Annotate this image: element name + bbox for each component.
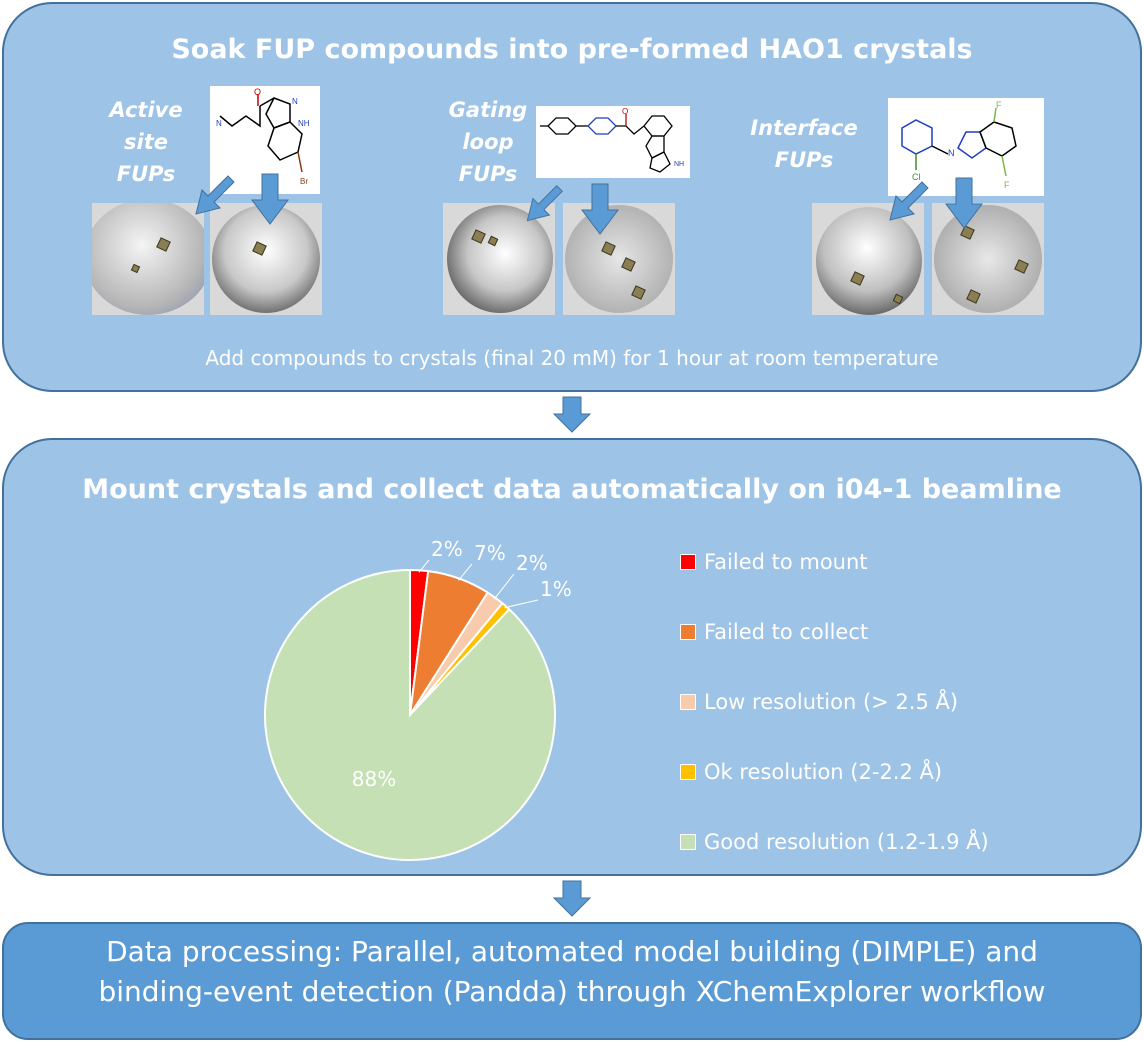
legend-item: Low resolution (> 2.5 Å) — [680, 689, 958, 715]
legend-item: Failed to mount — [680, 549, 868, 575]
data-processing-panel — [2, 922, 1142, 1040]
legend-swatch — [680, 554, 696, 570]
legend-label: Good resolution (1.2-1.9 Å) — [704, 830, 989, 854]
down-arrow-icon — [945, 177, 983, 229]
legend-label: Low resolution (> 2.5 Å) — [704, 690, 959, 714]
svg-text:N: N — [216, 119, 222, 128]
svg-text:Cl: Cl — [912, 172, 921, 182]
legend-item: Good resolution (1.2-1.9 Å) — [680, 829, 989, 855]
data-processing-text: Data processing: Parallel, automated mod… — [20, 932, 1124, 1012]
diagonal-arrow-icon — [889, 181, 929, 221]
data-collection-title: Mount crystals and collect data automati… — [82, 474, 1062, 505]
label-line: Active — [109, 98, 183, 122]
diagonal-arrow-icon — [195, 175, 235, 215]
legend-swatch — [680, 834, 696, 850]
soak-step-title: Soak FUP compounds into pre-formed HAO1 … — [171, 34, 973, 65]
gating-loop-compound-structure: O NH — [536, 106, 690, 178]
crystal-drop-photo — [92, 203, 204, 315]
down-arrow-icon — [581, 183, 619, 235]
diagonal-arrow-icon — [526, 185, 563, 222]
label-line: FUPs — [458, 162, 518, 186]
svg-text:O: O — [254, 87, 261, 97]
label-line: FUPs — [116, 162, 176, 186]
data-processing-line: binding-event detection (Pandda) through… — [98, 975, 1046, 1008]
svg-text:N: N — [292, 97, 298, 106]
legend-label: Failed to collect — [704, 620, 869, 644]
svg-text:F: F — [996, 100, 1002, 110]
label-line: FUPs — [774, 148, 834, 172]
crystal-drop-photo — [443, 203, 555, 315]
down-arrow-icon — [552, 880, 592, 917]
svg-text:NH: NH — [298, 119, 310, 128]
down-arrow-icon — [251, 173, 289, 225]
legend-label: Ok resolution (2-2.2 Å) — [704, 760, 943, 784]
pie-data-label: 1% — [540, 577, 572, 601]
label-line: Interface — [750, 116, 858, 140]
crystal-drop-photo — [563, 203, 675, 315]
crystal-drop-photo — [210, 203, 322, 315]
svg-text:O: O — [622, 107, 628, 116]
down-arrow-icon — [552, 396, 592, 433]
svg-text:Br: Br — [300, 177, 308, 186]
outcome-pie-chart: 2% 7% 2%1%88% — [264, 540, 572, 861]
interface-label: Interface FUPs — [740, 112, 868, 176]
pie-leader-line — [493, 573, 515, 600]
pie-data-label: 2% — [516, 551, 548, 575]
legend-swatch — [680, 764, 696, 780]
legend-item: Failed to collect — [680, 619, 868, 645]
pie-leader-line — [418, 559, 430, 573]
data-processing-line: Data processing: Parallel, automated mod… — [106, 935, 1038, 968]
pie-leader-line — [504, 599, 539, 609]
data-collection-panel — [2, 438, 1142, 876]
pie-slice — [264, 568, 556, 861]
pie-data-label: 7% — [474, 541, 506, 565]
label-line: site — [124, 130, 168, 154]
crystal-drop-photo — [932, 203, 1044, 315]
pie-data-label: 88% — [352, 767, 396, 791]
legend-label: Failed to mount — [704, 550, 868, 574]
svg-text:F: F — [1004, 180, 1010, 190]
svg-text:N: N — [948, 148, 955, 158]
soak-step-panel — [2, 2, 1142, 392]
label-line: Gating — [448, 98, 528, 122]
label-line: loop — [462, 130, 514, 154]
gating-loop-label: Gating loop FUPs — [438, 94, 538, 190]
legend-item: Ok resolution (2-2.2 Å) — [680, 759, 942, 785]
legend-swatch — [680, 624, 696, 640]
crystal-drop-photo — [812, 203, 924, 315]
soak-conditions-caption: Add compounds to crystals (final 20 mM) … — [205, 346, 939, 370]
active-site-label: Active site FUPs — [98, 94, 194, 190]
svg-text:NH: NH — [674, 161, 684, 168]
pie-data-label: 2% — [431, 540, 463, 561]
pie-leader-line — [458, 563, 473, 581]
legend-swatch — [680, 694, 696, 710]
